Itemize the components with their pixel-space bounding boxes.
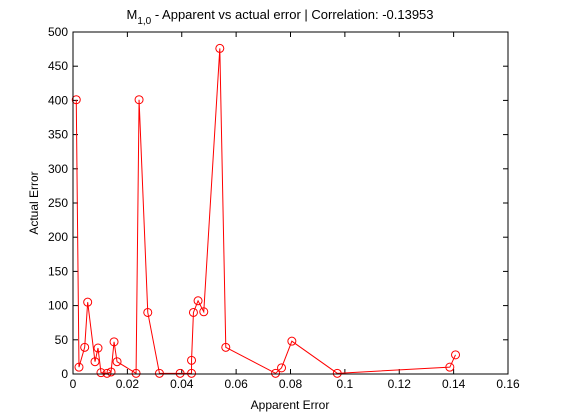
x-tick-label: 0.04 [170, 377, 194, 391]
x-tick-label: 0.06 [224, 377, 248, 391]
y-tick-label: 450 [48, 59, 68, 73]
data-point [83, 297, 93, 307]
x-axis-label: Apparent Error [251, 398, 330, 412]
x-tick-label: 0.14 [442, 377, 466, 391]
y-tick-label: 400 [48, 93, 68, 107]
x-tick-label: 0.12 [388, 377, 412, 391]
data-point [221, 342, 231, 352]
data-point [271, 368, 281, 378]
y-tick-label: 0 [61, 367, 68, 381]
data-point [93, 343, 103, 353]
data-point [106, 367, 116, 377]
y-tick-label: 200 [48, 230, 68, 244]
data-point [131, 368, 141, 378]
chart-title-rest: - Apparent vs actual error | Correlation… [151, 7, 433, 22]
data-point [188, 307, 198, 317]
data-point [332, 368, 342, 378]
chart-title: M1,0 - Apparent vs actual error | Correl… [126, 7, 433, 27]
axis-ticks: 0 0.02 0.04 0.06 0.08 0.1 0.12 0.14 0.16 0 50 100 15… [48, 25, 520, 391]
data-series [71, 43, 461, 378]
data-point [143, 307, 153, 317]
data-point [193, 296, 203, 306]
x-tick-label: 0.02 [116, 377, 140, 391]
y-axis-label: Actual Error [27, 171, 41, 234]
series-line [75, 48, 456, 375]
data-point [74, 362, 84, 372]
data-point [154, 368, 164, 378]
y-tick-label: 50 [55, 333, 69, 347]
data-point [451, 350, 461, 360]
data-point [199, 307, 209, 317]
x-tick-label: 0.08 [279, 377, 303, 391]
data-point [102, 368, 112, 378]
data-point [445, 362, 455, 372]
data-point [187, 368, 197, 378]
plot-area [73, 32, 508, 374]
y-tick-label: 150 [48, 264, 68, 278]
plot-frame [72, 31, 509, 375]
data-point [287, 336, 297, 346]
data-point [134, 95, 144, 105]
data-point [187, 355, 197, 365]
data-point [71, 95, 81, 105]
chart-title-main: M [126, 7, 137, 22]
y-tick-label: 350 [48, 128, 68, 142]
x-tick-label: 0 [70, 377, 77, 391]
data-point [109, 337, 119, 347]
y-tick-label: 500 [48, 25, 68, 39]
y-tick-label: 250 [48, 196, 68, 210]
x-tick-label: 0.1 [337, 377, 354, 391]
x-tick-label: 0.16 [496, 377, 520, 391]
data-point [277, 363, 287, 373]
chart-title-subscript: 1,0 [137, 16, 151, 27]
data-point [80, 342, 90, 352]
data-point [112, 357, 122, 367]
y-tick-label: 300 [48, 162, 68, 176]
data-point [175, 368, 185, 378]
data-point [215, 43, 225, 53]
y-tick-label: 100 [48, 299, 68, 313]
data-point [90, 357, 100, 367]
data-point [96, 368, 106, 378]
